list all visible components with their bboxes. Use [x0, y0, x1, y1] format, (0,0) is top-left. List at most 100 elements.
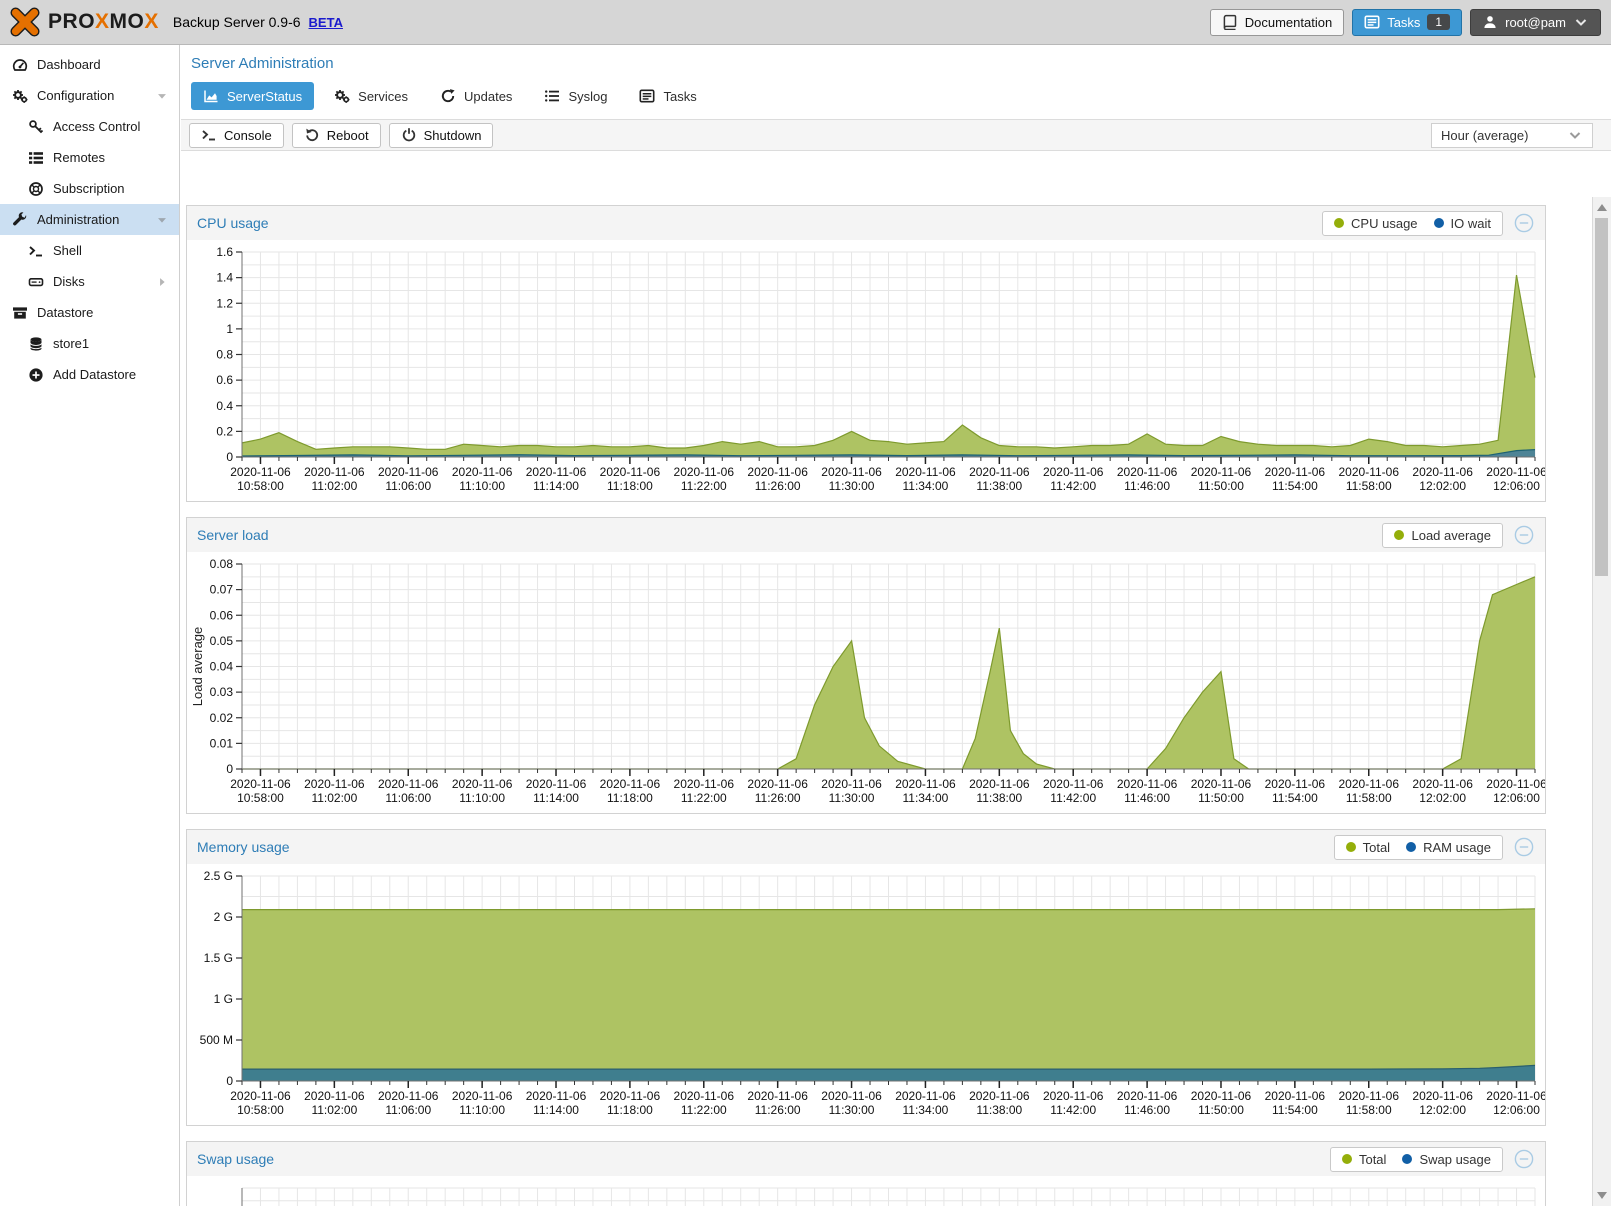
sidebar-item-store1[interactable]: store1	[0, 328, 179, 359]
svg-text:2 G: 2 G	[214, 910, 233, 924]
list-alt-icon	[639, 88, 655, 104]
svg-text:0.8: 0.8	[216, 348, 233, 362]
svg-text:2020-11-06: 2020-11-06	[1265, 777, 1326, 791]
svg-text:11:02:00: 11:02:00	[311, 479, 357, 493]
server-load-chart: 0 0.01 0.02 0.03 0.04 0.05 0.06 0.07 0.08 2020-11…	[190, 557, 1545, 805]
timeframe-select[interactable]: Hour (average)	[1431, 122, 1593, 148]
svg-text:2020-11-06: 2020-11-06	[1043, 777, 1104, 791]
collapse-arrow-icon[interactable]	[155, 213, 169, 227]
svg-text:2020-11-06: 2020-11-06	[304, 1089, 365, 1103]
collapse-arrow-icon[interactable]	[155, 89, 169, 103]
tab-bar: ServerStatus Services Updates Syslog Tasks	[181, 79, 1611, 119]
svg-text:1.4: 1.4	[216, 271, 233, 285]
svg-text:11:22:00: 11:22:00	[681, 1103, 727, 1117]
svg-text:2020-11-06: 2020-11-06	[230, 465, 291, 479]
svg-text:2020-11-06: 2020-11-06	[969, 1089, 1030, 1103]
svg-text:0: 0	[226, 450, 233, 464]
documentation-label: Documentation	[1244, 14, 1333, 30]
sidebar-item-label: Administration	[37, 212, 120, 227]
svg-text:11:50:00: 11:50:00	[1198, 791, 1244, 805]
svg-text:1.5 G: 1.5 G	[204, 951, 233, 965]
svg-text:2020-11-06: 2020-11-06	[1191, 777, 1252, 791]
svg-text:11:38:00: 11:38:00	[976, 791, 1022, 805]
svg-text:2020-11-06: 2020-11-06	[1117, 777, 1178, 791]
user-menu-button[interactable]: root@pam	[1470, 8, 1601, 36]
svg-text:2020-11-06: 2020-11-06	[674, 777, 735, 791]
svg-text:11:26:00: 11:26:00	[755, 479, 801, 493]
sidebar-item-administration[interactable]: Administration	[0, 204, 179, 235]
legend-label: Swap usage	[1419, 1151, 1491, 1167]
tab-services[interactable]: Services	[322, 82, 420, 110]
svg-text:11:42:00: 11:42:00	[1050, 1103, 1096, 1117]
svg-text:2020-11-06: 2020-11-06	[526, 1089, 587, 1103]
vertical-scrollbar[interactable]	[1592, 197, 1611, 1206]
sidebar-item-datastore[interactable]: Datastore	[0, 297, 179, 328]
scroll-down-arrow-icon[interactable]	[1597, 1192, 1607, 1199]
legend-item: Swap usage	[1402, 1152, 1491, 1167]
svg-text:1.2: 1.2	[216, 296, 233, 310]
sidebar-item-access-control[interactable]: Access Control	[0, 111, 179, 142]
legend-label: RAM usage	[1423, 839, 1491, 855]
console-button[interactable]: Console	[189, 122, 284, 148]
svg-text:11:18:00: 11:18:00	[607, 1103, 653, 1117]
tasks-label: Tasks	[1387, 14, 1421, 30]
svg-text:2020-11-06: 2020-11-06	[1486, 777, 1545, 791]
svg-text:11:54:00: 11:54:00	[1272, 479, 1318, 493]
server-load-panel: Server load Load average 0 0.01 0.02 0.03 0.04…	[186, 517, 1546, 814]
collapse-panel-button[interactable]	[1514, 837, 1534, 857]
svg-text:2020-11-06: 2020-11-06	[674, 1089, 735, 1103]
sidebar-item-label: Disks	[53, 274, 85, 289]
terminal-icon	[28, 243, 44, 259]
svg-text:0: 0	[226, 1074, 233, 1088]
reboot-button[interactable]: Reboot	[291, 122, 381, 148]
cpu-usage-panel-header: CPU usage CPU usage IO wait	[187, 206, 1545, 240]
sidebar-item-shell[interactable]: Shell	[0, 235, 179, 266]
tab-syslog[interactable]: Syslog	[532, 82, 619, 110]
svg-text:2020-11-06: 2020-11-06	[821, 1089, 882, 1103]
sidebar-item-remotes[interactable]: Remotes	[0, 142, 179, 173]
svg-text:11:26:00: 11:26:00	[755, 1103, 801, 1117]
expand-arrow-icon[interactable]	[155, 275, 169, 289]
plus-circle-icon	[28, 367, 44, 383]
tab-serverstatus[interactable]: ServerStatus	[191, 82, 315, 110]
app-header: PROXMOX Backup Server 0.9-6 BETA Documen…	[0, 0, 1611, 45]
collapse-panel-button[interactable]	[1514, 1149, 1534, 1169]
swap-usage-legend: Total Swap usage	[1329, 1146, 1503, 1172]
shutdown-button[interactable]: Shutdown	[388, 122, 494, 148]
svg-text:11:34:00: 11:34:00	[903, 479, 949, 493]
sidebar-item-dashboard[interactable]: Dashboard	[0, 49, 179, 80]
svg-text:11:22:00: 11:22:00	[681, 479, 727, 493]
svg-text:11:02:00: 11:02:00	[311, 791, 357, 805]
documentation-button[interactable]: Documentation	[1209, 8, 1345, 36]
svg-text:12:06:00: 12:06:00	[1493, 791, 1540, 805]
sidebar-item-configuration[interactable]: Configuration	[0, 80, 179, 111]
legend-dot-icon	[1341, 1154, 1352, 1164]
tab-tasks[interactable]: Tasks	[627, 82, 708, 110]
wrench-icon	[12, 211, 28, 228]
svg-text:2020-11-06: 2020-11-06	[378, 465, 439, 479]
tab-label: Tasks	[663, 88, 697, 104]
sidebar-item-subscription[interactable]: Subscription	[0, 173, 179, 204]
beta-link[interactable]: BETA	[308, 14, 343, 30]
chart-area-icon	[203, 88, 219, 104]
svg-text:10:58:00: 10:58:00	[237, 1103, 284, 1117]
tab-updates[interactable]: Updates	[428, 82, 524, 110]
sidebar-item-add-datastore[interactable]: Add Datastore	[0, 359, 179, 390]
scroll-up-arrow-icon[interactable]	[1597, 204, 1607, 211]
svg-text:12:02:00: 12:02:00	[1419, 479, 1466, 493]
proxmox-logo: PROXMOX	[10, 7, 159, 37]
collapse-panel-button[interactable]	[1514, 213, 1534, 233]
tasks-button[interactable]: Tasks 1	[1352, 8, 1463, 36]
select-chevron-down-icon	[1567, 127, 1583, 143]
scrollbar-thumb[interactable]	[1595, 218, 1608, 576]
legend-dot-icon	[1433, 218, 1444, 228]
tachometer-icon	[12, 57, 28, 73]
svg-text:11:38:00: 11:38:00	[976, 479, 1022, 493]
swap-usage-panel-header: Swap usage Total Swap usage	[187, 1142, 1545, 1176]
collapse-panel-button[interactable]	[1514, 525, 1534, 545]
svg-text:11:34:00: 11:34:00	[903, 791, 949, 805]
svg-text:10:58:00: 10:58:00	[237, 791, 284, 805]
chevron-down-icon	[1573, 14, 1589, 30]
sidebar-item-disks[interactable]: Disks	[0, 266, 179, 297]
